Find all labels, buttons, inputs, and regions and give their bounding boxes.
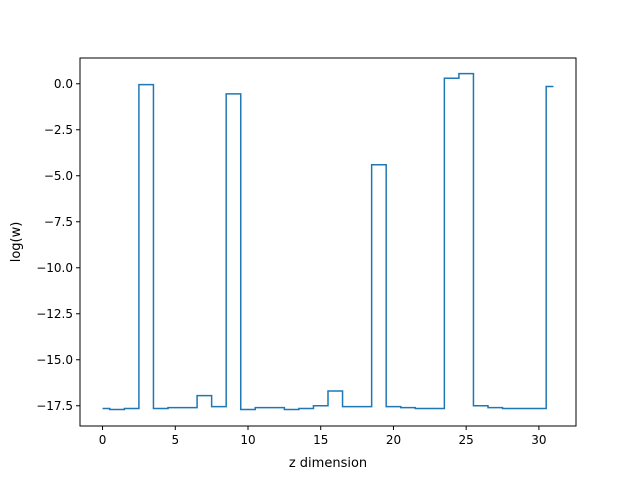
y-tick-label: −7.5 <box>44 215 73 229</box>
y-tick-label: 0.0 <box>54 77 73 91</box>
y-tick-label: −15.0 <box>36 353 73 367</box>
series-line-0 <box>102 72 554 411</box>
plot-frame <box>79 57 577 427</box>
x-tick-label: 15 <box>313 433 328 447</box>
x-tick-label: 0 <box>99 433 107 447</box>
x-axis-label: z dimension <box>289 456 367 471</box>
y-tick-label: −5.0 <box>44 169 73 183</box>
x-tick-label: 30 <box>531 433 546 447</box>
x-tick-label: 5 <box>171 433 179 447</box>
y-axis-label: log(w) <box>9 222 24 263</box>
y-tick-label: −10.0 <box>36 261 73 275</box>
series-layer <box>102 72 554 411</box>
x-tick-label: 10 <box>240 433 255 447</box>
y-axis: 0.0 −2.5 −5.0 −7.5 −10.0 −12.5 −15.0 −17.5 <box>36 77 80 413</box>
x-axis: 0 5 10 15 20 25 30 <box>99 426 547 447</box>
y-tick-label: −17.5 <box>36 399 73 413</box>
y-tick-label: −2.5 <box>44 123 73 137</box>
x-tick-label: 25 <box>459 433 474 447</box>
y-tick-label: −12.5 <box>36 307 73 321</box>
x-tick-label: 20 <box>386 433 401 447</box>
